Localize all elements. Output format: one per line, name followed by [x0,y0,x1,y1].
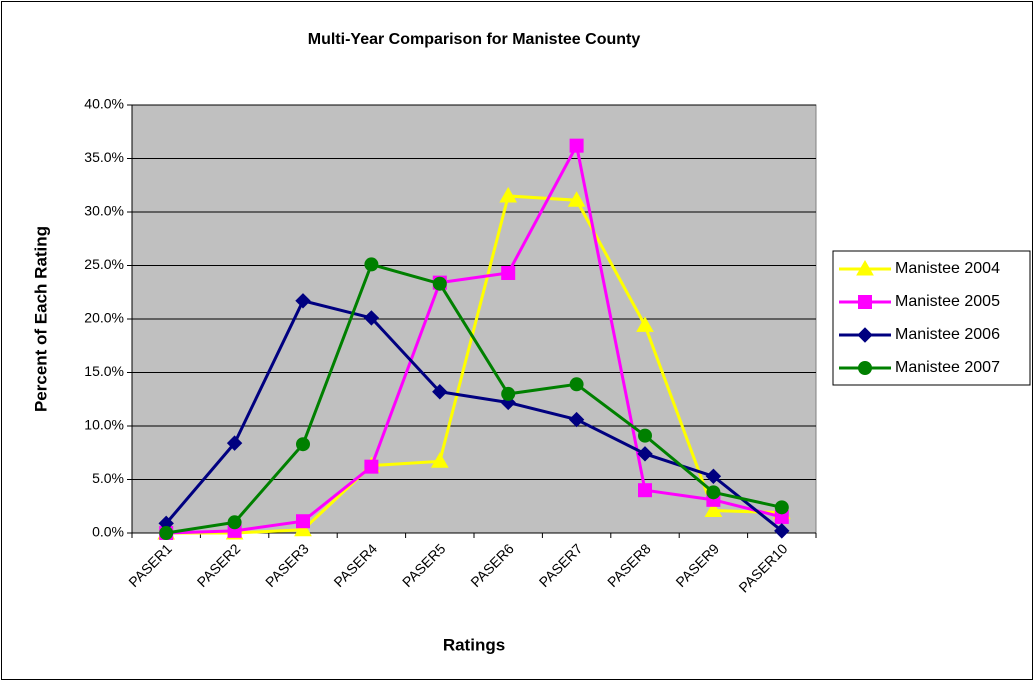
marker [569,377,584,392]
marker [567,191,586,207]
marker [774,523,790,539]
legend-label: Manistee 2007 [895,359,1000,376]
marker [227,515,242,530]
marker [432,384,448,400]
y-tick-label: 5.0% [92,470,124,486]
marker [638,483,652,498]
chart-title: Multi-Year Comparison for Manistee Count… [308,31,641,48]
y-tick-label: 15.0% [84,363,124,379]
marker [430,452,449,468]
marker [858,295,872,309]
y-tick-label: 0.0% [92,524,124,540]
marker [638,428,652,443]
marker [432,276,447,291]
marker [499,186,518,203]
marker [704,501,723,518]
marker [501,265,516,280]
legend-label: Manistee 2006 [895,326,1000,343]
marker [364,257,379,272]
y-tick-label: 30.0% [84,203,124,219]
marker [159,526,174,540]
marker [705,468,722,484]
y-tick-label: 25.0% [84,256,124,272]
series-line [166,194,782,535]
marker [296,514,310,529]
marker [569,138,584,153]
marker [226,435,243,451]
marker [363,310,380,326]
series-line [165,262,783,535]
marker [856,259,874,276]
x-axis-title: Ratings [443,635,505,654]
legend-label: Manistee 2004 [895,260,1000,277]
y-tick-label: 35.0% [84,149,124,165]
series-line [166,141,783,535]
y-axis-title: Percent of Each Rating [31,226,50,412]
marker [858,361,872,375]
marker [637,446,653,462]
marker [774,500,789,515]
marker [568,411,585,428]
marker [295,293,311,309]
marker [706,485,721,500]
y-tick-label: 10.0% [84,417,124,433]
y-tick-label: 20.0% [84,310,124,326]
marker [296,437,310,452]
y-tick-label: 40.0% [84,96,124,112]
marker [501,386,516,401]
marker [857,327,873,343]
marker [364,459,379,474]
marker [294,520,312,537]
legend-label: Manistee 2005 [895,293,1000,310]
marker [636,316,654,332]
